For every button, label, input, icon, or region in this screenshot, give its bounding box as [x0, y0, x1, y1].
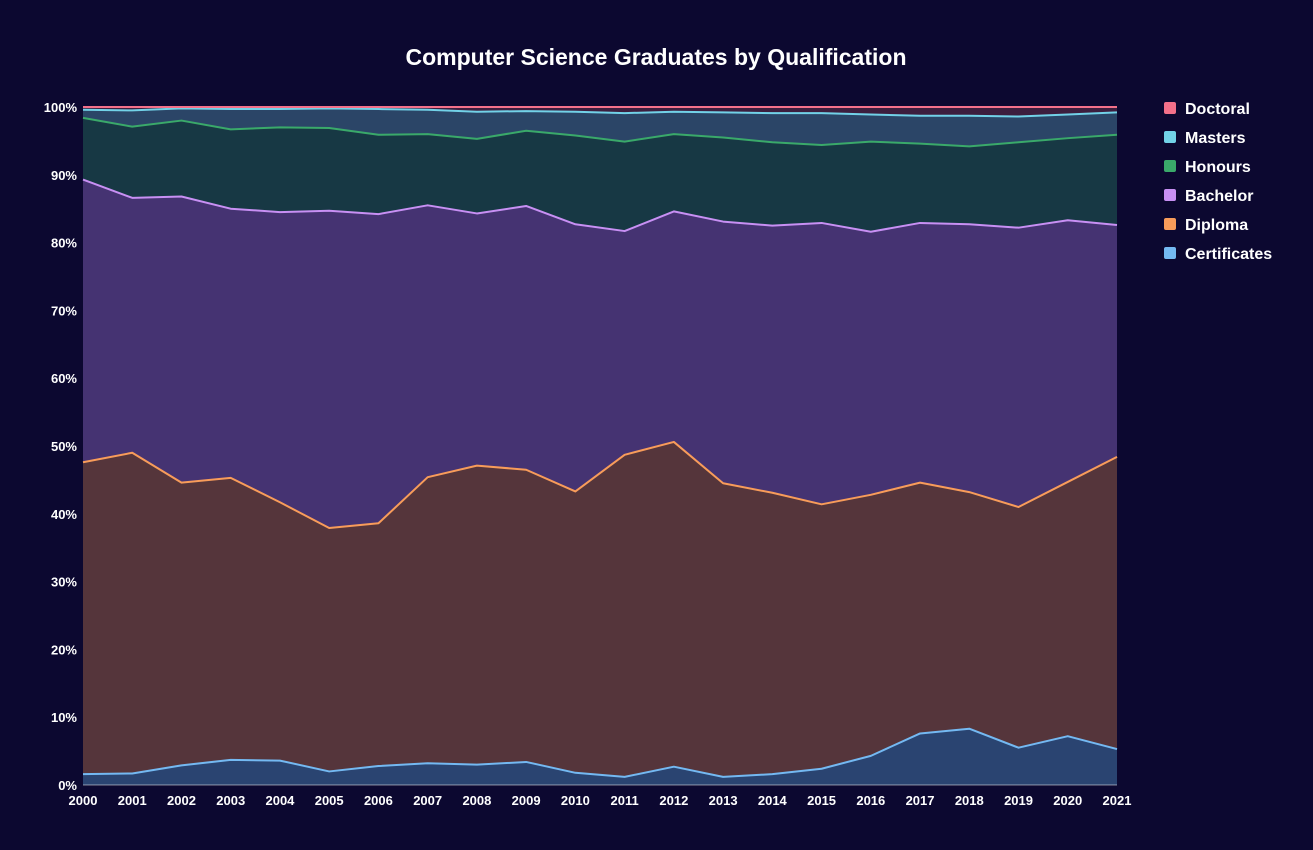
legend-label: Doctoral: [1185, 101, 1250, 118]
legend-label: Masters: [1185, 130, 1246, 147]
x-tick-label: 2021: [1103, 793, 1132, 808]
x-tick-label: 2014: [758, 793, 788, 808]
legend-label: Honours: [1185, 159, 1251, 176]
legend-item-doctoral[interactable]: Doctoral: [1164, 101, 1250, 118]
y-tick-label: 60%: [51, 371, 77, 386]
x-tick-label: 2003: [216, 793, 245, 808]
x-tick-label: 2002: [167, 793, 196, 808]
legend-swatch: [1164, 160, 1176, 172]
x-tick-label: 2011: [611, 793, 639, 808]
legend-swatch: [1164, 131, 1176, 143]
legend-item-certificates[interactable]: Certificates: [1164, 246, 1272, 263]
legend-swatch: [1164, 189, 1176, 201]
legend-item-masters[interactable]: Masters: [1164, 130, 1246, 147]
legend-item-diploma[interactable]: Diploma: [1164, 217, 1248, 234]
y-tick-label: 30%: [51, 575, 77, 590]
chart-title: Computer Science Graduates by Qualificat…: [405, 44, 906, 70]
y-tick-label: 10%: [51, 710, 77, 725]
legend-swatch: [1164, 102, 1176, 114]
x-tick-label: 2013: [709, 793, 738, 808]
x-tick-label: 2010: [561, 793, 590, 808]
x-tick-label: 2001: [118, 793, 147, 808]
line-bachelor: [82, 178, 1118, 233]
x-tick-label: 2018: [955, 793, 984, 808]
legend-label: Certificates: [1185, 246, 1272, 263]
legend-label: Bachelor: [1185, 188, 1253, 205]
y-tick-label: 40%: [51, 507, 77, 522]
y-tick-label: 50%: [51, 439, 77, 454]
y-tick-label: 80%: [51, 236, 77, 251]
legend-item-honours[interactable]: Honours: [1164, 159, 1251, 176]
y-tick-label: 70%: [51, 303, 77, 318]
y-tick-label: 90%: [51, 168, 77, 183]
area-bachelor: [83, 179, 1117, 529]
x-tick-label: 2017: [906, 793, 935, 808]
x-tick-label: 2004: [265, 793, 295, 808]
area-diploma: [83, 441, 1117, 777]
line-certificates: [82, 727, 1118, 778]
x-tick-label: 2019: [1004, 793, 1033, 808]
legend-swatch: [1164, 218, 1176, 230]
y-tick-label: 100%: [44, 100, 78, 115]
y-tick-label: 20%: [51, 642, 77, 657]
y-tick-label: 0%: [58, 778, 77, 793]
line-masters: [82, 107, 1118, 118]
legend[interactable]: Doctoral Masters Honours Bachelor Diploma Cer…: [1164, 101, 1272, 263]
legend-item-bachelor[interactable]: Bachelor: [1164, 188, 1253, 205]
x-tick-label: 2005: [315, 793, 344, 808]
area-masters: [83, 108, 1117, 147]
x-tick-label: 2016: [856, 793, 885, 808]
x-tick-label: 2008: [462, 793, 491, 808]
x-tick-label: 2007: [413, 793, 442, 808]
x-tick-label: 2000: [69, 793, 98, 808]
x-tick-label: 2012: [659, 793, 688, 808]
axes: 0% 10% 20% 30% 40% 50% 60% 70% 80% 90% 100% 2000 200…: [44, 100, 1132, 808]
legend-label: Diploma: [1185, 217, 1248, 234]
line-honours: [82, 116, 1118, 148]
line-diploma: [82, 440, 1118, 530]
x-tick-label: 2006: [364, 793, 393, 808]
area-honours: [83, 117, 1117, 232]
x-tick-label: 2020: [1053, 793, 1082, 808]
x-tick-label: 2009: [512, 793, 541, 808]
series-lines: [82, 106, 1118, 778]
x-tick-label: 2015: [807, 793, 836, 808]
legend-swatch: [1164, 247, 1176, 259]
